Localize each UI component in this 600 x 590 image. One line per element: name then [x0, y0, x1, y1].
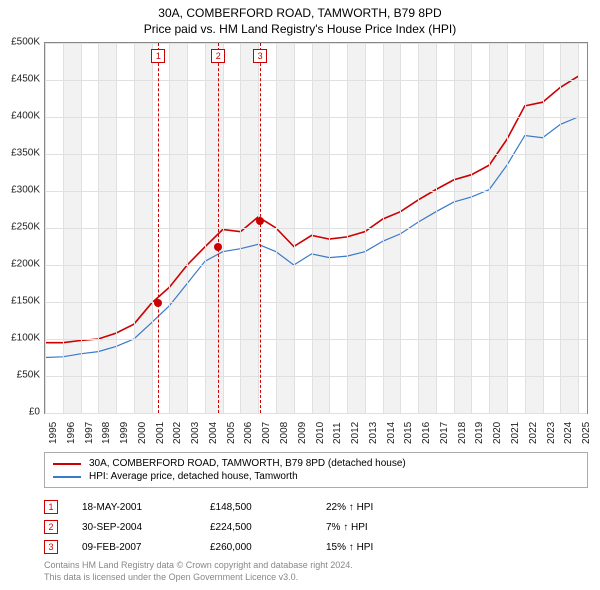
x-axis-label: 2016 [421, 422, 432, 444]
x-axis-label: 1998 [101, 422, 112, 444]
event-row-3: 3 09-FEB-2007 £260,000 15% ↑ HPI [44, 540, 373, 554]
marker-box-1: 1 [151, 49, 165, 63]
event-price-1: £148,500 [210, 502, 326, 513]
event-price-2: £224,500 [210, 522, 326, 533]
y-axis-label: £400K [4, 111, 40, 122]
footer-line2: This data is licensed under the Open Gov… [44, 572, 353, 584]
footer-text: Contains HM Land Registry data © Crown c… [44, 560, 353, 583]
x-axis-label: 2013 [368, 422, 379, 444]
event-pct-2: 7% ↑ HPI [326, 522, 368, 533]
y-axis-label: £150K [4, 296, 40, 307]
x-axis-label: 1997 [84, 422, 95, 444]
marker-line-3 [260, 43, 261, 413]
marker-dot-1 [154, 299, 162, 307]
event-num-3: 3 [44, 540, 58, 554]
y-axis-label: £500K [4, 37, 40, 48]
legend-row-blue: HPI: Average price, detached house, Tamw… [53, 470, 579, 483]
y-axis-label: £0 [4, 407, 40, 418]
x-axis-label: 2015 [403, 422, 414, 444]
legend-box: 30A, COMBERFORD ROAD, TAMWORTH, B79 8PD … [44, 452, 588, 488]
y-axis-label: £250K [4, 222, 40, 233]
x-axis-label: 2001 [155, 422, 166, 444]
x-axis-label: 2024 [563, 422, 574, 444]
y-axis-label: £450K [4, 74, 40, 85]
x-axis-label: 2004 [208, 422, 219, 444]
x-axis-label: 2019 [474, 422, 485, 444]
legend-swatch-blue [53, 476, 81, 478]
x-axis-label: 2006 [243, 422, 254, 444]
x-axis-label: 1999 [119, 422, 130, 444]
x-axis-label: 1996 [66, 422, 77, 444]
x-axis-label: 1995 [48, 422, 59, 444]
legend-label-blue: HPI: Average price, detached house, Tamw… [89, 471, 298, 482]
x-axis-label: 2008 [279, 422, 290, 444]
x-axis-label: 2000 [137, 422, 148, 444]
y-axis-label: £100K [4, 333, 40, 344]
x-axis-label: 2011 [332, 422, 343, 444]
x-axis-label: 2018 [457, 422, 468, 444]
x-axis-label: 2012 [350, 422, 361, 444]
x-axis-label: 2021 [510, 422, 521, 444]
marker-box-3: 3 [253, 49, 267, 63]
legend-label-red: 30A, COMBERFORD ROAD, TAMWORTH, B79 8PD … [89, 458, 406, 469]
y-axis-label: £200K [4, 259, 40, 270]
x-axis-label: 2002 [172, 422, 183, 444]
marker-box-2: 2 [211, 49, 225, 63]
y-axis-label: £50K [4, 370, 40, 381]
x-axis-label: 2023 [546, 422, 557, 444]
legend-row-red: 30A, COMBERFORD ROAD, TAMWORTH, B79 8PD … [53, 457, 579, 470]
y-axis-label: £350K [4, 148, 40, 159]
chart-plot-area: 1 2 3 [44, 42, 588, 414]
legend-swatch-red [53, 463, 81, 465]
event-date-1: 18-MAY-2001 [82, 502, 210, 513]
x-axis-label: 2005 [226, 422, 237, 444]
chart-title-line1: 30A, COMBERFORD ROAD, TAMWORTH, B79 8PD [0, 0, 600, 20]
x-axis-label: 2014 [386, 422, 397, 444]
event-row-2: 2 30-SEP-2004 £224,500 7% ↑ HPI [44, 520, 373, 534]
event-price-3: £260,000 [210, 542, 326, 553]
marker-line-1 [158, 43, 159, 413]
x-axis-label: 2025 [581, 422, 592, 444]
x-axis-label: 2009 [297, 422, 308, 444]
event-date-2: 30-SEP-2004 [82, 522, 210, 533]
marker-dot-3 [256, 217, 264, 225]
x-axis-label: 2022 [528, 422, 539, 444]
event-num-2: 2 [44, 520, 58, 534]
event-pct-3: 15% ↑ HPI [326, 542, 373, 553]
x-axis-label: 2003 [190, 422, 201, 444]
marker-line-2 [218, 43, 219, 413]
event-pct-1: 22% ↑ HPI [326, 502, 373, 513]
x-axis-label: 2010 [315, 422, 326, 444]
chart-title-line2: Price paid vs. HM Land Registry's House … [0, 20, 600, 36]
x-axis-label: 2020 [492, 422, 503, 444]
events-table: 1 18-MAY-2001 £148,500 22% ↑ HPI 2 30-SE… [44, 494, 373, 560]
event-num-1: 1 [44, 500, 58, 514]
y-axis-label: £300K [4, 185, 40, 196]
marker-dot-2 [214, 243, 222, 251]
event-date-3: 09-FEB-2007 [82, 542, 210, 553]
x-axis-label: 2007 [261, 422, 272, 444]
x-axis-label: 2017 [439, 422, 450, 444]
event-row-1: 1 18-MAY-2001 £148,500 22% ↑ HPI [44, 500, 373, 514]
footer-line1: Contains HM Land Registry data © Crown c… [44, 560, 353, 572]
